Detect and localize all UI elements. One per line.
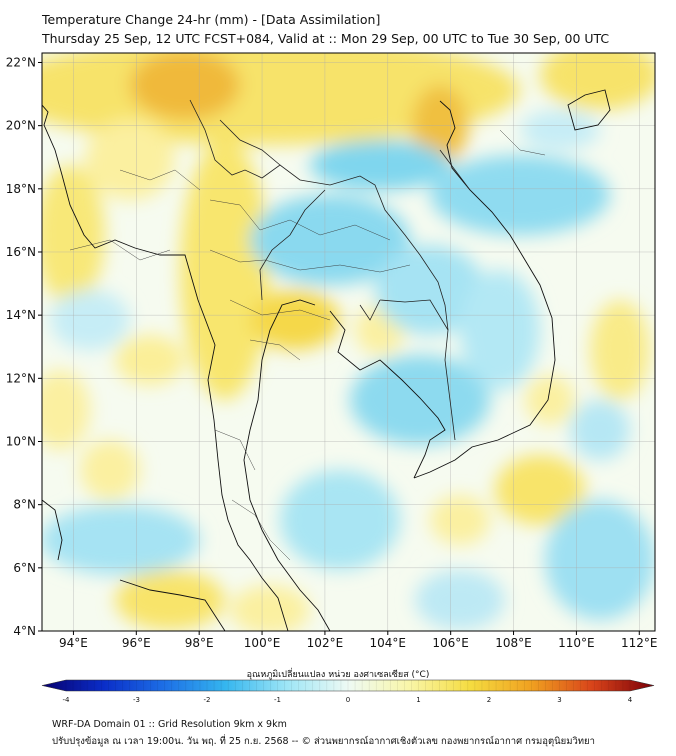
map-subtitle: Thursday 25 Sep, 12 UTC FCST+084, Valid … xyxy=(42,31,610,46)
colorbar-tick-label: -1 xyxy=(274,696,281,704)
colorbar-tick-label: -3 xyxy=(133,696,140,704)
colorbar-tick-label: 0 xyxy=(346,696,350,704)
lat-label: 20°N xyxy=(6,119,36,133)
lon-label: 96°E xyxy=(122,636,151,650)
colorbar-tick-label: 1 xyxy=(416,696,420,704)
lon-label: 100°E xyxy=(244,636,281,650)
lat-label: 12°N xyxy=(6,371,36,385)
lat-label: 10°N xyxy=(6,434,36,448)
country-borders xyxy=(189,99,471,441)
colorbar-tick-label: 3 xyxy=(557,696,561,704)
lon-label: 98°E xyxy=(185,636,214,650)
axis-ticks: 22°N 20°N 18°N 16°N 14°N 12°N 10°N 8°N 6°N 4°N 94°… xyxy=(6,55,658,650)
lat-label: 8°N xyxy=(13,498,36,512)
temperature-field xyxy=(42,53,655,631)
lon-label: 106°E xyxy=(432,636,469,650)
colorbar: -4 -3 -2 -1 0 1 2 3 4 xyxy=(41,679,655,704)
lon-label: 110°E xyxy=(558,636,595,650)
coastline xyxy=(42,89,611,631)
map-frame xyxy=(41,52,656,632)
lat-label: 16°N xyxy=(6,245,36,259)
footer-update-info: ปรับปรุงข้อมูล ณ เวลา 19:00น. วัน พฤ. ที… xyxy=(52,736,595,747)
lon-label: 108°E xyxy=(495,636,532,650)
lon-label: 102°E xyxy=(307,636,344,650)
lon-label: 112°E xyxy=(621,636,658,650)
colorbar-tick-label: 2 xyxy=(487,696,491,704)
lon-label: 94°E xyxy=(59,636,88,650)
lon-label: 104°E xyxy=(370,636,407,650)
colorbar-tick-label: -2 xyxy=(204,696,211,704)
lat-label: 6°N xyxy=(13,561,36,575)
lat-label: 18°N xyxy=(6,182,36,196)
lat-label: 4°N xyxy=(13,624,36,638)
map-title: Temperature Change 24-hr (mm) - [Data As… xyxy=(42,12,381,27)
colorbar-tick-label: 4 xyxy=(628,696,633,704)
footer-model-info: WRF-DA Domain 01 :: Grid Resolution 9km … xyxy=(52,719,287,730)
colorbar-tick-label: -4 xyxy=(63,696,71,704)
colorbar-gradient xyxy=(41,679,655,692)
colorbar-caption: อุณหภูมิเปลี่ยนแปลง หน่วย องศาเซลเซียส (… xyxy=(246,670,430,680)
lat-label: 14°N xyxy=(6,308,36,322)
province-borders xyxy=(69,129,546,561)
lat-label: 22°N xyxy=(6,55,36,69)
